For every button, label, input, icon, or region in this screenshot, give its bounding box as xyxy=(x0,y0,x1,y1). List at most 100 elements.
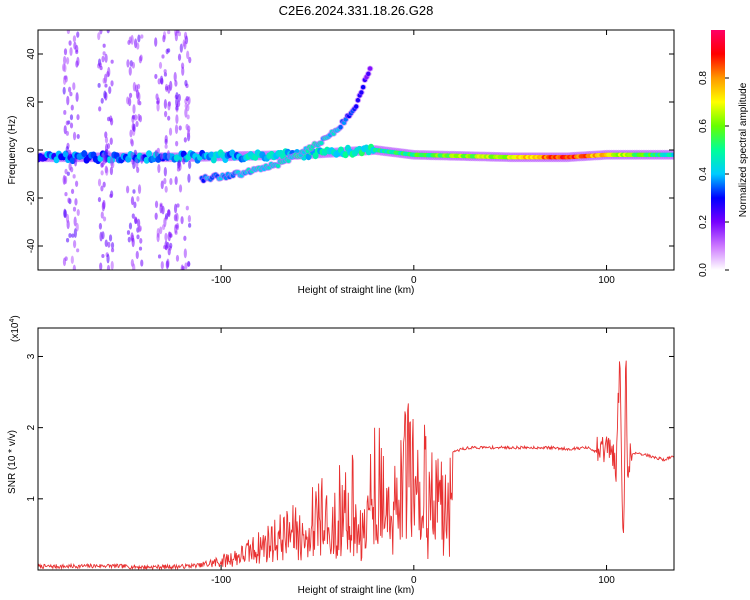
spectrogram-scatter-point xyxy=(157,164,161,174)
spectrogram-scatter-point xyxy=(68,149,72,157)
spectrogram-scatter-point xyxy=(137,34,141,43)
spectrogram-scatter-point xyxy=(187,261,191,267)
spectrogram-scatter-point xyxy=(128,222,133,230)
spectrogram-scatter-point xyxy=(137,184,142,195)
spectrogram-scatter-point xyxy=(68,40,72,46)
spectrogram-scatter-point xyxy=(175,222,180,231)
spectrogram-scatter-point xyxy=(134,84,139,93)
spectrogram-scatter-point xyxy=(100,211,104,219)
spectrogram-band-cell xyxy=(671,152,674,157)
spectrogram-scatter-point xyxy=(168,231,172,238)
snr-marks xyxy=(38,360,674,570)
spectrogram-scatter-point xyxy=(62,86,66,95)
spectrogram-scatter-point xyxy=(66,171,70,176)
spectrogram-scatter-point xyxy=(177,93,181,102)
spectrogram-scatter-point xyxy=(160,180,164,190)
spectrogram-scatter-point xyxy=(185,205,189,211)
spectrogram-scatter-point xyxy=(178,162,182,171)
spectrogram-scatter-point xyxy=(63,76,67,86)
spectrogram-scatter-point xyxy=(97,178,102,187)
snr-y-label: SNR (10 * v/v) xyxy=(7,430,18,494)
spectrogram-scatter-point xyxy=(98,106,102,112)
spectrogram-scatter-point xyxy=(68,233,72,238)
spectrogram-scatter-point xyxy=(154,37,158,47)
spectrogram-scatter-point xyxy=(135,158,139,169)
spectrogram-scatter-point xyxy=(65,57,70,65)
spectrogram-scatter-point xyxy=(75,92,79,102)
spectrogram-scatter-point xyxy=(126,230,131,235)
spectrogram-scatter-point xyxy=(177,31,182,37)
spectrogram-x-tick-label: 100 xyxy=(598,275,615,286)
spectrogram-scatter-point xyxy=(154,200,159,209)
spectrogram-y-tick-label: 0 xyxy=(26,147,37,153)
spectrogram-scatter-point xyxy=(167,115,171,121)
spectrogram-scatter-point xyxy=(161,205,165,215)
spectrogram-scatter-point xyxy=(76,209,80,217)
spectrogram-scatter-point xyxy=(169,242,173,249)
spectrogram-scatter-point xyxy=(98,222,103,230)
spectrogram-scatter-point xyxy=(75,222,79,232)
spectrogram-scatter-point xyxy=(71,233,75,238)
spectrogram-scatter-point xyxy=(104,143,109,153)
spectrogram-scatter-point xyxy=(62,175,66,185)
spectrogram-scatter-point xyxy=(160,78,164,85)
spectrogram-scatter-point xyxy=(140,259,144,267)
spectrogram-ticks: -100 0 100 -40 -20 0 20 40 xyxy=(26,30,674,286)
spectrogram-scatter-point xyxy=(167,84,171,94)
spectrogram-scatter-point xyxy=(67,197,71,204)
spectrogram-scatter-point xyxy=(159,226,163,235)
spectrogram-scatter-point xyxy=(104,136,109,144)
spectrogram-scatter-point xyxy=(158,61,163,69)
spectrogram-scatter-point xyxy=(63,125,67,135)
spectrogram-scatter-point xyxy=(130,34,134,45)
spectrogram-scatter-point xyxy=(185,123,189,131)
snr-x-tick-label: -100 xyxy=(211,575,231,586)
spectrogram-scatter-point xyxy=(132,160,136,170)
spectrogram-scatter-point xyxy=(186,50,190,60)
spectrogram-branch-cell xyxy=(275,163,281,169)
spectrogram-scatter-point xyxy=(76,31,80,38)
spectrogram-scatter-point xyxy=(97,82,101,88)
colorbar-scale xyxy=(711,30,725,270)
spectrogram-scatter-point xyxy=(97,196,102,203)
spectrogram-scatter-point xyxy=(108,234,113,242)
spectrogram-scatter-point xyxy=(175,105,179,111)
spectrogram-scatter-point xyxy=(133,149,137,155)
spectrogram-scatter-point xyxy=(132,123,136,133)
spectrogram-scatter-point xyxy=(76,114,80,121)
spectrogram-scatter-point xyxy=(106,264,111,270)
colorbar-label: Normalized spectral amplitude xyxy=(738,82,749,217)
spectrogram-scatter-point xyxy=(107,241,111,248)
spectrogram-scatter-point xyxy=(109,166,114,176)
spectrogram-scatter-point xyxy=(109,137,113,145)
spectrogram-scatter-point xyxy=(134,217,138,222)
spectrogram-scatter-point xyxy=(130,152,134,159)
spectrogram-scatter-point xyxy=(188,160,192,169)
spectrogram-scatter-point xyxy=(100,185,104,192)
spectrogram-scatter-point xyxy=(187,173,191,183)
spectrogram-scatter-point xyxy=(163,110,168,118)
spectrogram-scatter-point xyxy=(163,177,167,185)
spectrogram-scatter-point xyxy=(65,120,69,126)
spectrogram-scatter-point xyxy=(68,86,72,93)
spectrogram-scatter-point xyxy=(174,176,178,185)
spectrogram-scatter-point xyxy=(72,82,76,91)
spectrogram-scatter-point xyxy=(102,155,107,165)
spectrogram-scatter-point xyxy=(134,114,138,121)
spectrogram-scatter-point xyxy=(156,102,160,112)
spectrogram-scatter-point xyxy=(63,64,67,73)
spectrogram-scatter-point xyxy=(128,92,133,99)
snr-series-line xyxy=(38,360,674,570)
spectrogram-scatter-point xyxy=(102,43,106,48)
spectrogram-scatter-point xyxy=(72,206,77,212)
spectrogram-scatter-point xyxy=(183,248,187,259)
spectrogram-scatter-point xyxy=(138,55,142,64)
spectrogram-scatter-point xyxy=(156,147,160,154)
spectrogram-scatter-point xyxy=(174,124,179,135)
spectrogram-scatter-point xyxy=(129,129,133,138)
spectrogram-scatter-point xyxy=(109,117,114,126)
spectrogram-scatter-point xyxy=(140,34,144,39)
spectrogram-scatter-point xyxy=(108,86,112,94)
spectrogram-scatter-point xyxy=(72,35,77,43)
